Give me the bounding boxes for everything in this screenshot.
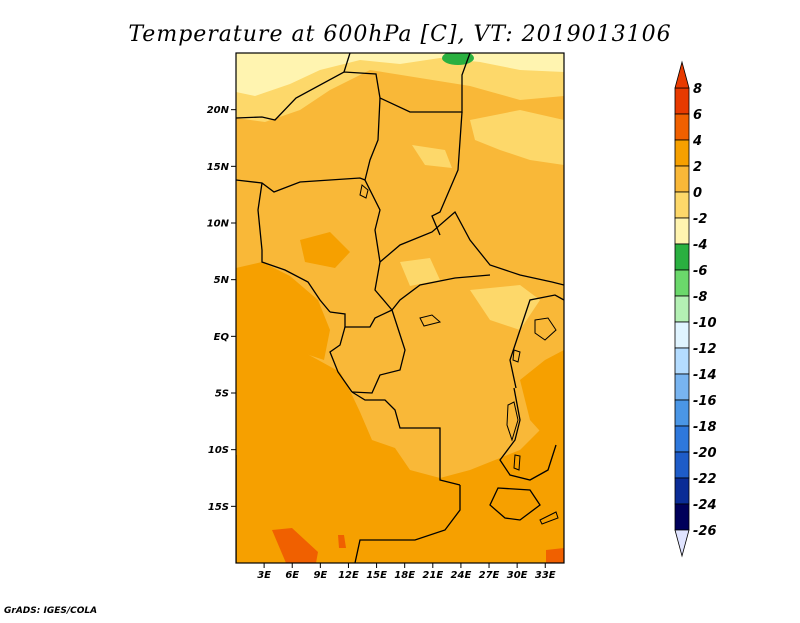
colorbar-bin — [674, 139, 690, 167]
colorbar-level-label: 8 — [693, 82, 702, 97]
credit-text: GrADS: IGES/COLA — [4, 606, 97, 616]
country-borders — [236, 53, 564, 563]
colorbar-bin — [674, 113, 690, 141]
colorbar-level-label: -24 — [693, 498, 717, 513]
y-tick-label: 15N — [207, 162, 230, 173]
y-tick-label: 15S — [208, 502, 229, 513]
colorbar-bin — [674, 269, 690, 297]
colorbar-bin — [674, 321, 690, 349]
colorbar-level-label: -6 — [693, 264, 707, 279]
x-tick-label: 30E — [507, 570, 528, 581]
y-tick-label: 10S — [208, 445, 229, 456]
x-tick-label: 24E — [451, 570, 472, 581]
field-neg2-0-car — [400, 258, 440, 286]
field-neg2-0-sudan — [470, 110, 564, 165]
field-2-4-west — [236, 262, 330, 362]
colorbar-over-triangle — [674, 60, 690, 89]
x-tick-label: 12E — [338, 570, 359, 581]
colorbar-bin — [674, 425, 690, 453]
colorbar-bin — [674, 451, 690, 479]
colorbar-level-label: -14 — [693, 368, 717, 383]
colorbar-bin — [674, 477, 690, 505]
field-neg2-0-chad — [412, 145, 452, 168]
map-frame — [235, 52, 565, 564]
colorbar: 8 6 4 2 0 -2 -4 -6 -8 -10 -12 -14 -16 -18 -20 -22 -24 -26 — [674, 60, 717, 558]
colorbar-bin — [674, 165, 690, 193]
y-axis: 20N 15N 10N 5N EQ 5S 10S 15S — [207, 105, 236, 513]
colorbar-level-label: -2 — [693, 212, 707, 227]
colorbar-bin — [674, 217, 690, 245]
x-tick-label: 33E — [535, 570, 556, 581]
colorbar-bin — [674, 503, 690, 531]
field-2-4-nigeria — [300, 232, 350, 268]
field-4-6-se — [546, 548, 564, 563]
x-tick-label: 9E — [313, 570, 327, 581]
x-axis: 3E 6E 9E 12E 15E 18E 21E 24E 27E 30E 33E — [257, 563, 556, 581]
x-tick-label: 21E — [422, 570, 443, 581]
colorbar-level-label: 2 — [693, 160, 702, 175]
x-tick-label: 6E — [285, 570, 299, 581]
colorbar-bin — [674, 243, 690, 271]
x-tick-label: 3E — [257, 570, 271, 581]
colorbar-level-label: 0 — [693, 186, 702, 201]
y-tick-label: 10N — [207, 219, 230, 230]
colorbar-bin — [674, 373, 690, 401]
field-4-6-sw — [272, 528, 318, 563]
colorbar-bin — [674, 87, 690, 115]
colorbar-level-label: -18 — [693, 420, 717, 435]
colorbar-level-label: -8 — [693, 290, 707, 305]
colorbar-bin — [674, 191, 690, 219]
colorbar-level-label: -12 — [693, 342, 717, 357]
chart-title: Temperature at 600hPa [C], VT: 201901310… — [128, 22, 671, 47]
field-neg2-0-east — [470, 285, 540, 330]
colorbar-level-label: -26 — [693, 524, 717, 539]
field-2-4-south — [236, 350, 564, 563]
field-neg6-neg4 — [442, 53, 474, 65]
y-tick-label: EQ — [214, 332, 230, 343]
colorbar-bin — [674, 347, 690, 375]
colorbar-level-label: -10 — [693, 316, 717, 331]
colorbar-under-triangle — [674, 529, 690, 558]
temperature-field — [236, 53, 564, 563]
colorbar-level-label: -16 — [693, 394, 717, 409]
x-tick-label: 15E — [366, 570, 387, 581]
colorbar-level-label: -22 — [693, 472, 717, 487]
colorbar-level-label: 6 — [693, 108, 702, 123]
colorbar-bin — [674, 295, 690, 323]
field-neg4-neg2-north — [236, 53, 564, 96]
y-tick-label: 5N — [214, 275, 230, 286]
x-tick-label: 18E — [394, 570, 415, 581]
colorbar-level-label: -4 — [693, 238, 707, 253]
colorbar-level-label: 4 — [692, 134, 702, 149]
x-tick-label: 27E — [479, 570, 500, 581]
y-tick-label: 5S — [215, 389, 229, 400]
colorbar-level-label: -20 — [693, 446, 717, 461]
lakes — [359, 184, 559, 525]
y-tick-label: 20N — [207, 105, 230, 116]
field-4-6-coast — [338, 535, 346, 548]
colorbar-bin — [674, 399, 690, 427]
field-2-4-east — [520, 350, 564, 440]
